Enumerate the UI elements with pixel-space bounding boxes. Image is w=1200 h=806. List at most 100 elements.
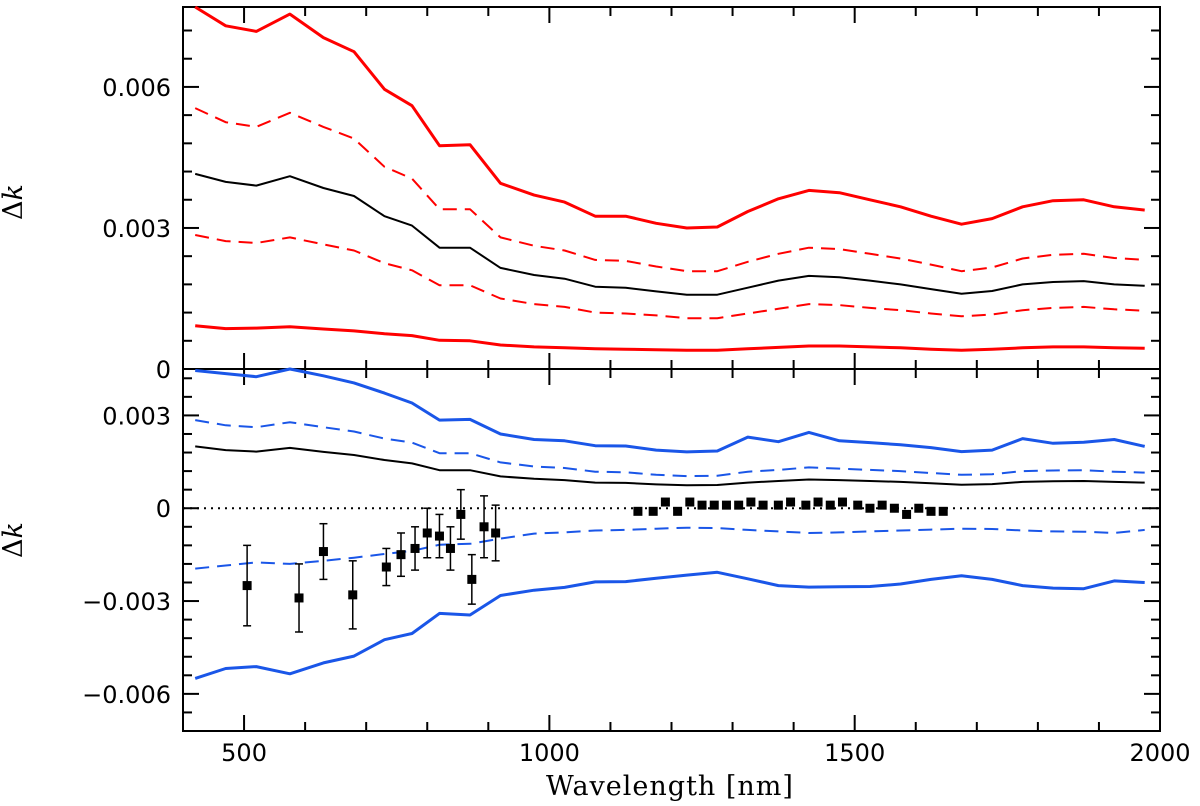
top-series-central [194,172,1145,296]
point-marker [479,522,489,532]
bottom-data-point [877,500,887,510]
point-marker [685,497,695,507]
bottom-data-point [381,547,391,587]
bottom-data-point [926,506,936,516]
point-marker [877,500,887,510]
point-marker [773,500,783,510]
point-marker [721,500,731,510]
bottom-series-lower-dashed [195,526,1145,570]
bottom-data-point [938,506,948,516]
top-ytick-label: 0 [156,356,171,384]
point-marker [673,506,683,516]
point-marker [801,500,811,510]
point-marker [786,497,796,507]
bottom-data-point [853,500,863,510]
bottom-data-point [318,522,328,581]
point-marker [422,528,432,538]
bottom-series-upper-dashed [195,419,1145,478]
bottom-series-central [195,445,1145,487]
point-marker [318,547,328,557]
top-panel: 0 0.003 0.006 [102,5,1161,384]
bottom-data-point [491,504,501,562]
bottom-series-lower-solid [194,570,1145,680]
bottom-xtick-label: 1500 [824,739,885,767]
point-marker [853,500,863,510]
bottom-data-point [633,506,643,516]
point-marker [825,500,835,510]
bottom-data-point [721,500,731,510]
bottom-data-point [902,509,912,519]
top-series-lower-dashed [195,234,1145,320]
point-marker [348,590,358,600]
bottom-data-point [422,507,432,559]
top-series-lower-solid [195,324,1145,352]
bottom-ytick-label: −0.006 [82,681,171,709]
x-axis-title: Wavelength [nm] [546,771,794,802]
bottom-data-point [746,497,756,507]
bottom-data-point [348,560,358,630]
point-marker [734,500,744,510]
point-marker [242,581,252,591]
bottom-data-point [685,497,695,507]
point-marker [445,543,455,553]
bottom-data-point [773,500,783,510]
point-marker [294,593,304,603]
bottom-data-point [825,500,835,510]
point-marker [491,528,501,538]
top-ytick-label: 0.006 [102,74,171,102]
bottom-data-point [294,563,304,633]
bottom-data-point [396,532,406,578]
point-marker [648,506,658,516]
bottom-data-point [673,506,683,516]
point-marker [938,506,948,516]
bottom-ytick-label: 0 [156,495,171,523]
point-marker [467,574,477,584]
point-marker [813,497,823,507]
point-marker [660,497,670,507]
top-ylabel: Δk [0,184,29,220]
bottom-xtick-label: 2000 [1129,739,1190,767]
point-marker [434,531,444,541]
point-marker [865,503,875,513]
bottom-data-point [456,488,466,540]
bottom-data-point [479,495,489,559]
point-marker [633,506,643,516]
bottom-data-point [434,513,444,559]
point-marker [758,500,768,510]
bottom-ytick-label: −0.003 [82,588,171,616]
bottom-data-point [801,500,811,510]
point-marker [381,562,391,572]
bottom-data-point [467,553,477,605]
bottom-data-point [709,500,719,510]
top-series-upper-solid [194,5,1145,230]
top-ytick-label: 0.003 [102,215,171,243]
bottom-data-point [914,503,924,513]
bottom-data-point [734,500,744,510]
point-marker [746,497,756,507]
bottom-ytick-label: 0.003 [102,402,171,430]
point-marker [456,509,466,519]
point-marker [697,500,707,510]
top-frame [182,6,1161,370]
bottom-panel: −0.006 −0.003 0 0.003 500 1000 1500 2000 [82,367,1191,767]
bottom-data-point [410,526,420,571]
bottom-ylabel: Δk [0,522,29,558]
point-marker [902,509,912,519]
bottom-data-point [889,503,899,513]
top-series-upper-dashed [194,107,1145,273]
point-marker [396,550,406,560]
bottom-frame [182,368,1161,732]
bottom-data-point [697,500,707,510]
bottom-data-point [813,497,823,507]
bottom-series-upper-solid [195,367,1146,454]
bottom-data-point [865,503,875,513]
point-marker [889,503,899,513]
bottom-data-point [242,544,252,627]
point-marker [926,506,936,516]
bottom-data-point [660,497,670,507]
point-marker [914,503,924,513]
bottom-data-point [786,497,796,507]
bottom-data-point [648,506,658,516]
point-marker [837,497,847,507]
